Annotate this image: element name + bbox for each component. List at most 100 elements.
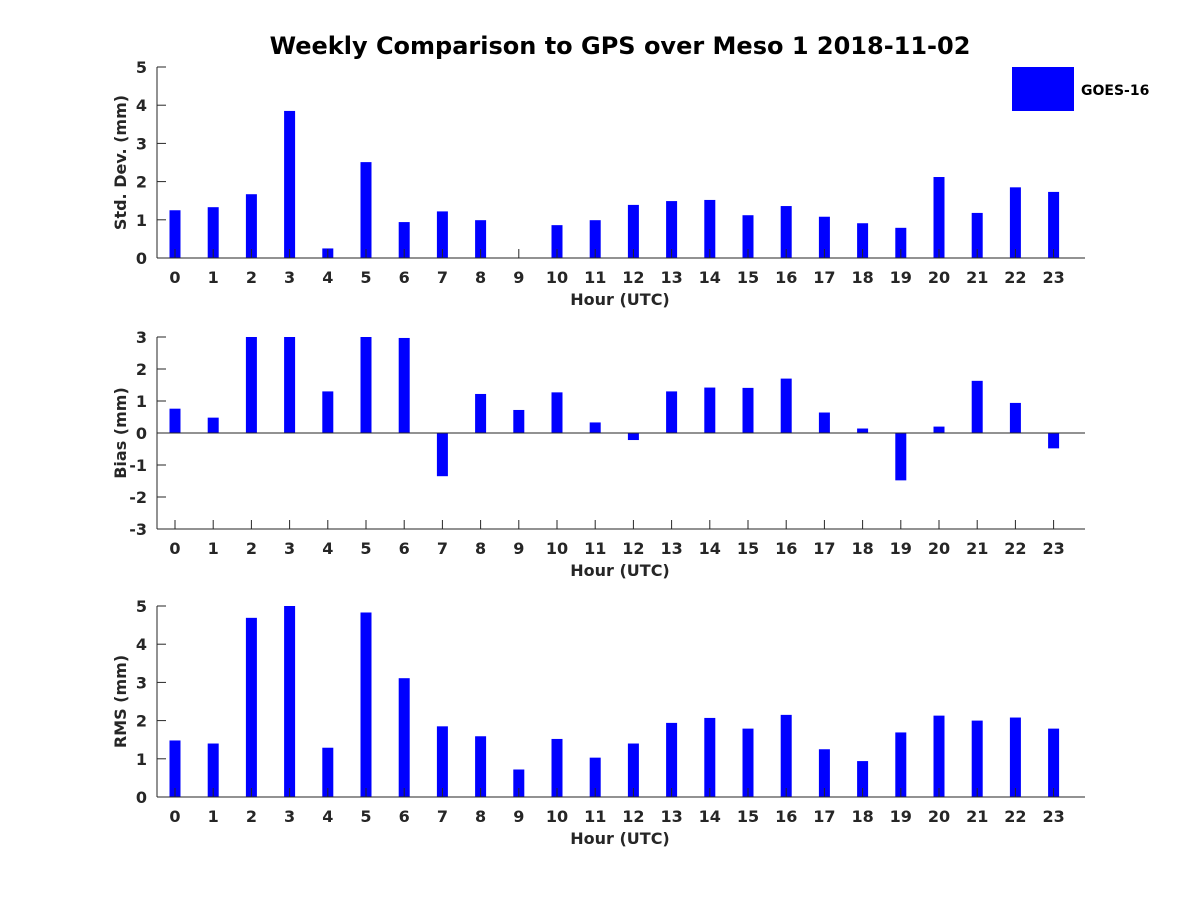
x-tick-label: 9 [513,539,524,558]
bar-hour-5 [360,337,372,433]
bar-hour-10 [551,392,563,433]
x-tick-label: 7 [437,268,448,287]
bar-hour-4 [322,391,334,433]
x-tick-label: 9 [513,807,524,826]
x-tick-label: 15 [737,268,759,287]
x-tick-label: 1 [208,539,219,558]
bar-hour-20 [933,715,945,797]
x-tick-label: 10 [546,807,568,826]
bar-hour-15 [742,215,754,258]
x-tick-label: 5 [360,807,371,826]
bar-hour-19 [895,227,907,258]
bar-hour-6 [398,678,410,797]
y-axis-label: Std. Dev. (mm) [111,95,130,230]
bar-hour-11 [589,422,601,433]
bar-hour-0 [169,210,181,258]
bar-hour-9 [513,769,525,797]
x-tick-label: 9 [513,268,524,287]
bar-hour-12 [627,743,639,797]
bar-hour-1 [207,207,219,258]
x-tick-label: 21 [966,539,988,558]
bar-hour-0 [169,740,181,797]
bar-hour-23 [1048,433,1060,449]
y-tick-label: 5 [136,597,147,616]
bar-hour-12 [627,433,639,441]
x-tick-label: 3 [284,807,295,826]
bar-hour-14 [704,199,716,258]
y-tick-label: 4 [136,635,147,654]
x-tick-label: 6 [399,268,410,287]
bar-hour-7 [436,211,448,258]
bar-hour-1 [207,417,219,433]
x-tick-label: 21 [966,268,988,287]
bar-hour-16 [780,714,792,797]
x-tick-label: 17 [813,268,835,287]
y-tick-label: 0 [136,249,147,268]
x-tick-label: 15 [737,539,759,558]
x-tick-label: 23 [1042,539,1064,558]
bar-hour-17 [818,749,830,797]
bar-hour-14 [704,387,716,433]
bar-hour-13 [666,391,678,433]
bar-hour-18 [857,428,869,433]
x-tick-label: 20 [928,807,950,826]
x-tick-label: 6 [399,807,410,826]
y-tick-label: 2 [136,360,147,379]
y-tick-label: -2 [129,488,147,507]
bar-hour-15 [742,387,754,433]
x-tick-label: 1 [208,268,219,287]
bar-hour-21 [971,380,983,433]
x-tick-label: 2 [246,807,257,826]
x-tick-label: 17 [813,807,835,826]
chart-title: Weekly Comparison to GPS over Meso 1 201… [270,32,971,60]
x-tick-label: 20 [928,268,950,287]
x-tick-label: 18 [851,807,873,826]
bar-hour-23 [1048,191,1060,258]
y-tick-label: 2 [136,712,147,731]
bar-hour-11 [589,220,601,258]
y-tick-label: 0 [136,424,147,443]
x-tick-label: 7 [437,539,448,558]
x-tick-label: 22 [1004,268,1026,287]
x-tick-label: 5 [360,539,371,558]
bar-hour-18 [857,761,869,797]
x-tick-label: 14 [699,539,721,558]
x-tick-label: 11 [584,539,606,558]
x-tick-label: 19 [890,539,912,558]
y-tick-label: 1 [136,392,147,411]
y-tick-label: 2 [136,173,147,192]
bar-hour-11 [589,757,601,797]
x-tick-label: 22 [1004,539,1026,558]
bar-hour-8 [475,220,487,258]
bar-hour-21 [971,212,983,258]
bar-hour-5 [360,612,372,797]
x-axis-label: Hour (UTC) [570,290,670,309]
x-tick-label: 22 [1004,807,1026,826]
bar-hour-22 [1009,717,1021,797]
bar-hour-3 [284,110,296,259]
bar-hour-17 [818,412,830,433]
x-tick-label: 18 [851,268,873,287]
x-tick-label: 1 [208,807,219,826]
x-tick-label: 13 [660,539,682,558]
bar-hour-17 [818,216,830,258]
x-tick-label: 23 [1042,807,1064,826]
bar-hour-22 [1009,402,1021,433]
y-tick-label: 3 [136,134,147,153]
bar-hour-22 [1009,187,1021,258]
x-tick-label: 3 [284,539,295,558]
y-tick-label: -1 [129,456,147,475]
legend-swatch-goes-16 [1012,67,1074,111]
x-tick-label: 12 [622,539,644,558]
y-tick-label: 1 [136,750,147,769]
x-tick-label: 14 [699,268,721,287]
bar-hour-14 [704,717,716,797]
bar-hour-2 [245,617,257,797]
bar-hour-2 [245,194,257,258]
bar-hour-12 [627,204,639,258]
